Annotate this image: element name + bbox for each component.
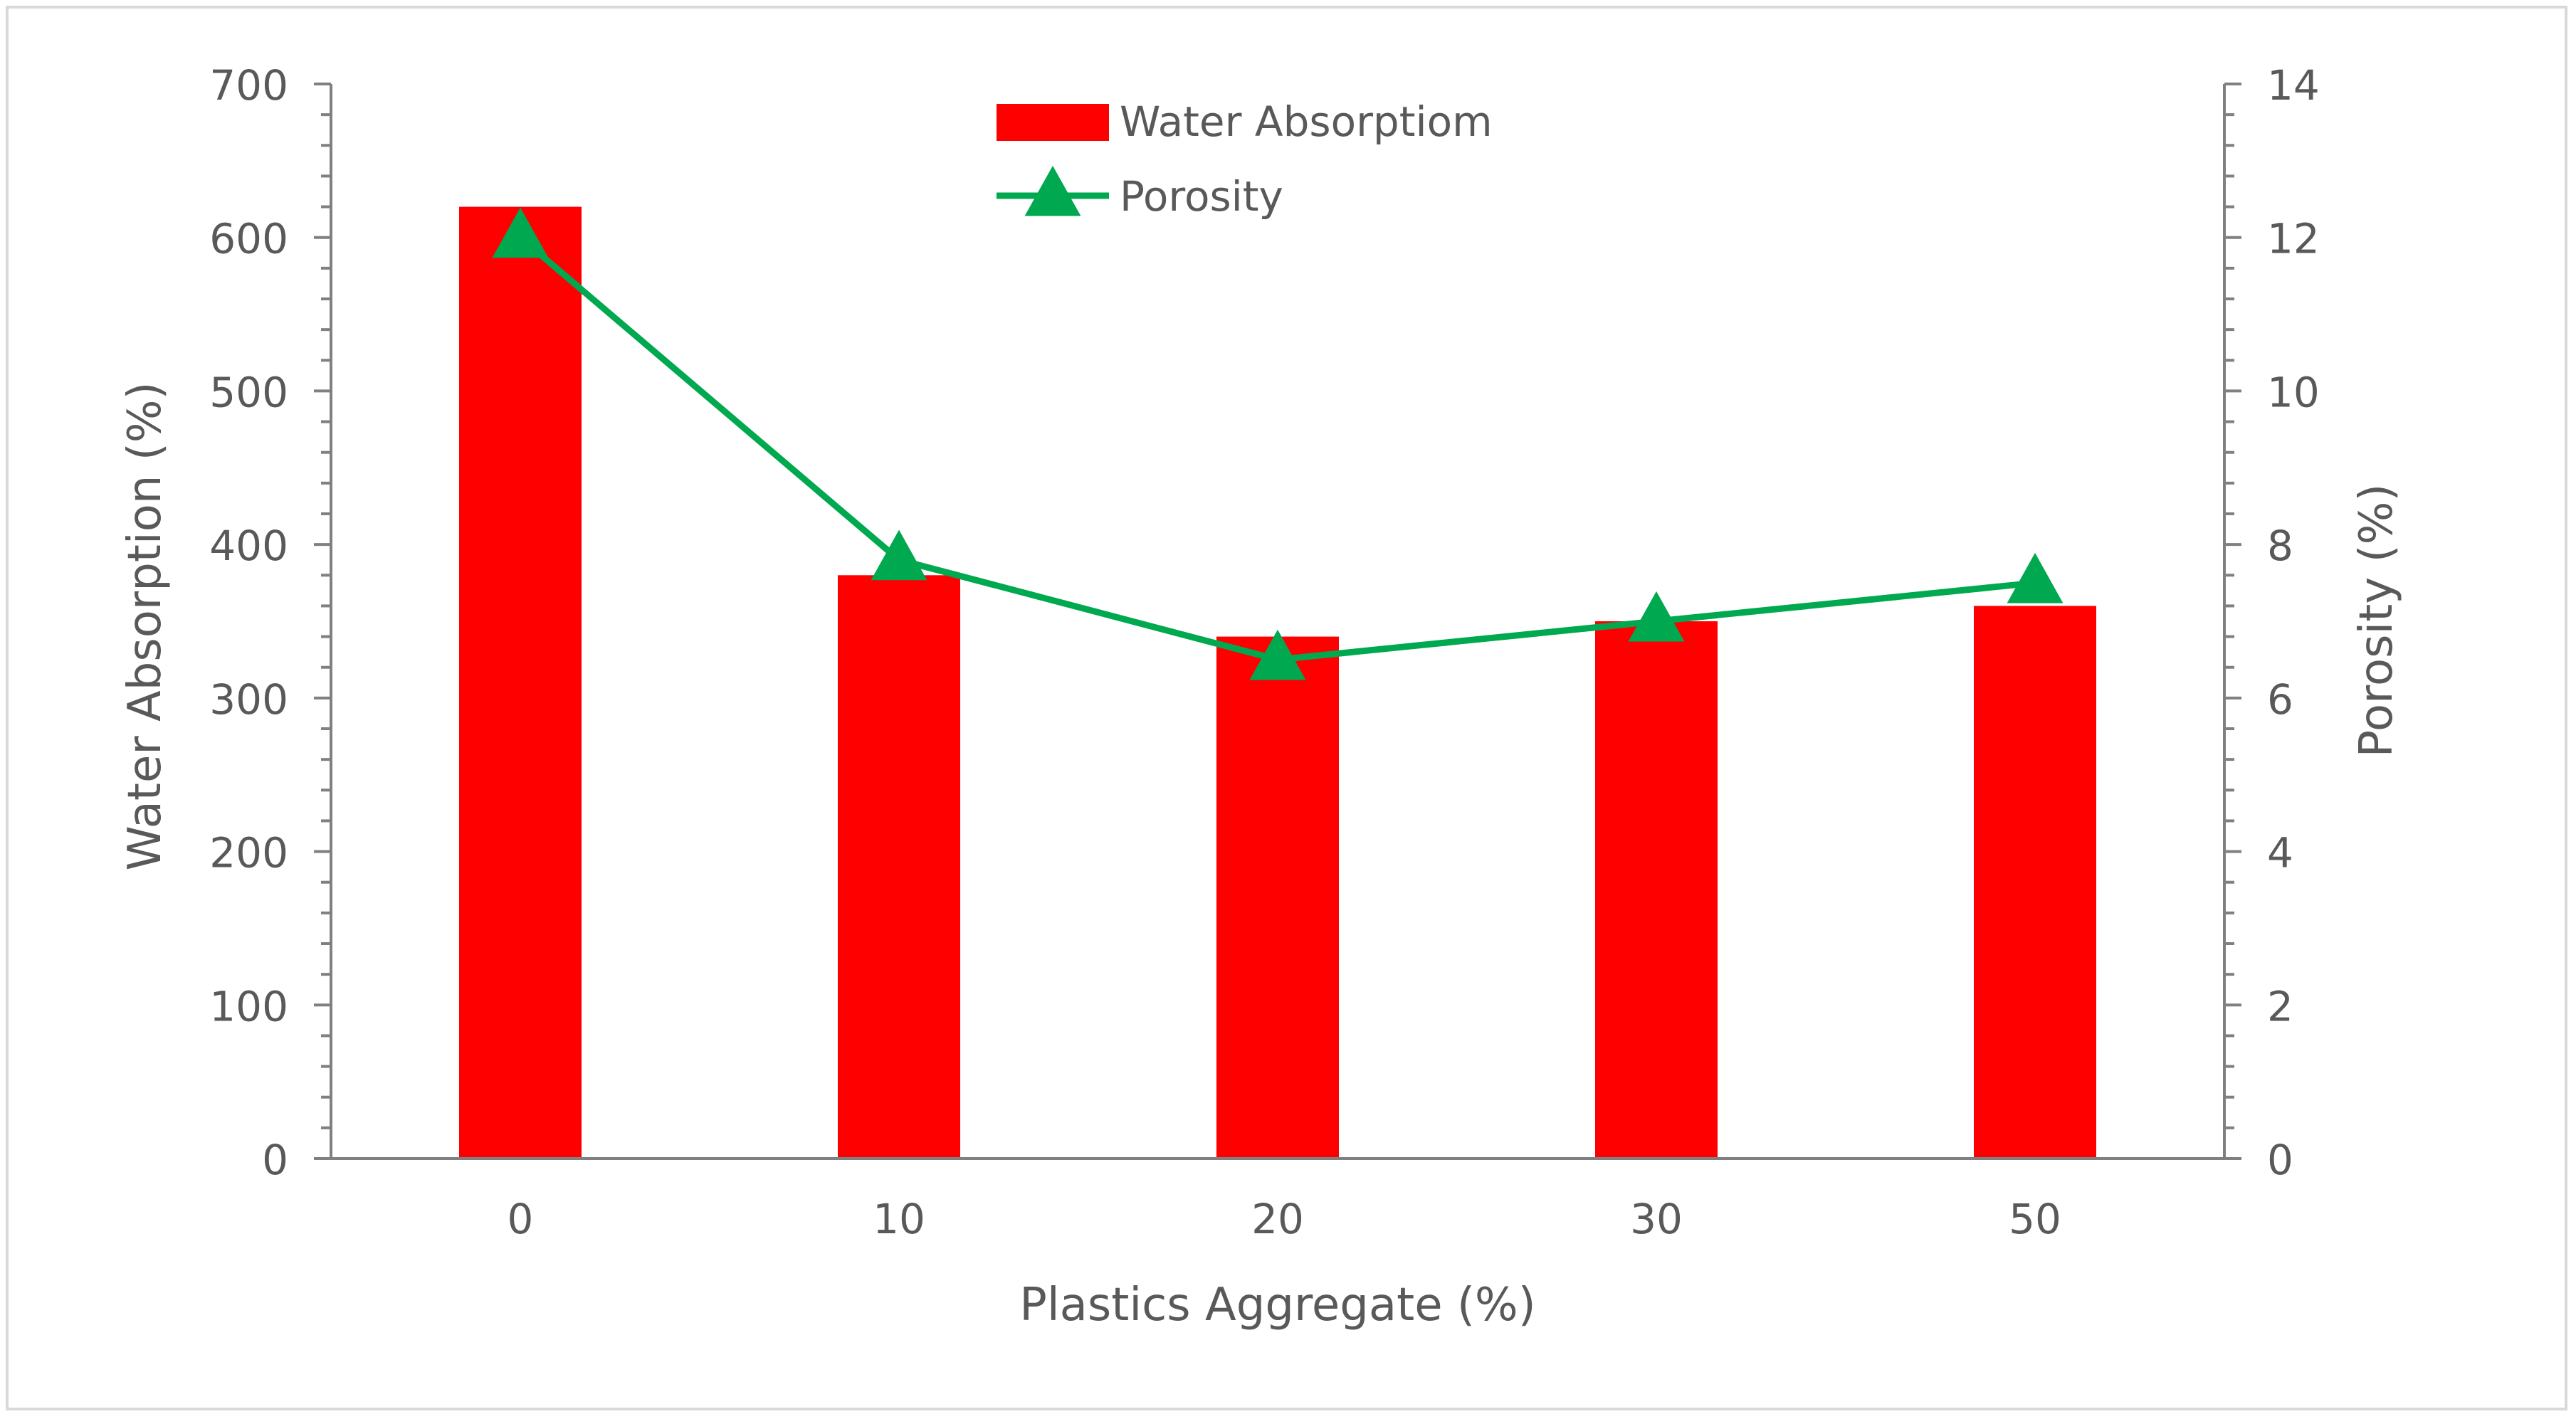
bar-30	[1595, 621, 1718, 1159]
y-tick-label: 500	[209, 368, 288, 416]
x-tick-label: 30	[1630, 1195, 1683, 1243]
y-tick-label: 200	[209, 829, 288, 877]
porosity-point-30	[1628, 591, 1685, 642]
x-tick-label: 0	[508, 1195, 534, 1243]
bar-series	[459, 206, 2096, 1159]
y-tick-label: 0	[262, 1136, 288, 1184]
y2-tick-label: 0	[2267, 1136, 2293, 1184]
x-axis-title: Plastics Aggregate (%)	[1019, 1279, 1535, 1331]
y-tick-label: 300	[209, 675, 288, 724]
y2-tick-label: 10	[2267, 368, 2320, 416]
bar-0	[459, 206, 582, 1159]
y-tick-label: 100	[209, 982, 288, 1030]
bar-10	[838, 575, 960, 1159]
y2-tick-label: 2	[2267, 982, 2293, 1030]
porosity-point-10	[871, 529, 927, 581]
legend-label-porosity: Porosity	[1120, 172, 1283, 221]
y2-axis-title: Porosity (%)	[2350, 484, 2403, 758]
legend: Water Absorptiom Porosity	[997, 97, 1493, 221]
x-tick-label: 10	[873, 1195, 925, 1243]
y-tick-label: 700	[209, 61, 288, 110]
bar-20	[1216, 636, 1339, 1159]
x-tick-label: 20	[1251, 1195, 1304, 1243]
y2-tick-label: 12	[2267, 215, 2320, 263]
y-tick-label: 400	[209, 522, 288, 570]
y2-tick-label: 14	[2267, 61, 2320, 110]
y2-tick-label: 4	[2267, 829, 2293, 877]
porosity-point-50	[2007, 552, 2064, 603]
y2-tick-label: 8	[2267, 522, 2293, 570]
porosity-line	[518, 235, 2036, 663]
legend-bar-swatch	[997, 104, 1109, 141]
line-series	[492, 207, 2064, 680]
tick-labels: 0 100 200 300 400 500 600 700 0 2 4 6 8 10 12 14 0 10 20 30…	[209, 61, 2320, 1243]
axes	[314, 83, 2241, 1160]
porosity-point-20	[1249, 629, 1306, 680]
porosity-point-0	[492, 207, 549, 258]
legend-triangle-icon	[1024, 165, 1081, 216]
y-tick-label: 600	[209, 215, 288, 263]
y-axis-title: Water Absorption (%)	[119, 381, 172, 870]
y2-tick-label: 6	[2267, 675, 2293, 724]
legend-label-water-absorption: Water Absorptiom	[1120, 97, 1493, 146]
x-tick-label: 50	[2009, 1195, 2061, 1243]
bar-50	[1974, 606, 2096, 1159]
